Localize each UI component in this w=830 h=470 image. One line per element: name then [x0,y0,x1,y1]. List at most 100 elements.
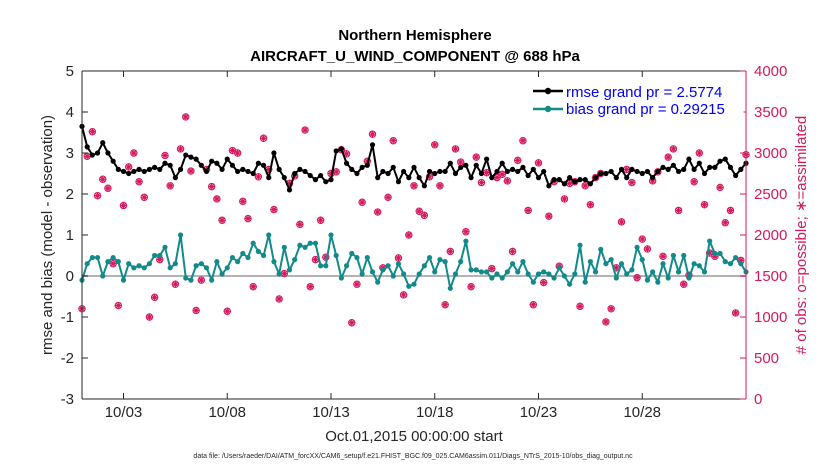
obs-assimilated-point [680,280,688,288]
obs-assimilated-point [384,193,392,201]
rmse-point [644,168,651,175]
obs-assimilated-point [249,283,257,291]
legend-rmse-label: rmse grand pr = 2.5774 [566,84,722,101]
bias-point [442,259,448,265]
obs-star-stroke [187,168,194,174]
obs-assimilated-point [436,182,444,190]
obs-assimilated-point [721,219,729,227]
rmse-point [572,179,578,185]
y-tick-label: 3 [66,145,74,162]
y-axis-title: rmse and bias (model - observation) [39,115,56,355]
obs-assimilated-point [716,183,724,192]
y-right-tick-label: 2500 [754,186,787,203]
bias-point [141,265,147,271]
obs-star-stroke [213,195,220,202]
obs-assimilated-point [301,126,309,134]
obs-star-stroke [634,274,641,281]
obs-star-stroke [442,301,449,308]
bias-point [131,265,137,271]
bias-point [468,267,474,273]
obs-assimilated-point [213,195,221,203]
obs-star-stroke [473,154,480,161]
rmse-point [131,168,137,175]
bias-point [333,252,339,259]
rmse-point [660,164,666,170]
rmse-point [224,156,230,162]
rmse-point [193,156,199,162]
obs-assimilated-point [208,183,216,191]
rmse-series-layer [79,123,749,193]
obs-assimilated-point [524,206,532,214]
obs-assimilated-point [197,276,205,284]
obs-star-stroke [234,150,241,156]
obs-star-stroke [468,283,475,290]
bias-point [655,279,661,285]
obs-star-stroke [587,201,594,208]
rmse-point [613,175,619,181]
obs-star-stroke [167,182,174,189]
bias-point [276,271,282,277]
obs-star-stroke [545,213,552,220]
bias-point [675,269,682,275]
obs-assimilated-point [228,146,237,155]
bias-point [639,257,645,263]
obs-star-stroke [390,137,397,144]
rmse-point [701,170,708,177]
y-tick-label: -3 [61,391,74,408]
rmse-point [136,166,142,172]
obs-assimilated-point [700,201,709,209]
rmse-point [120,168,127,175]
x-tick-label: 10/13 [312,404,350,421]
obs-assimilated-point [633,274,641,282]
obs-assimilated-point [446,247,454,255]
rmse-point [364,162,370,168]
rmse-point [177,166,184,172]
bias-point [681,252,687,259]
bias-point [587,259,593,265]
bias-point [177,232,184,238]
obs-star-stroke [359,199,366,206]
obs-star-stroke [561,195,568,202]
bias-point [572,271,578,277]
obs-assimilated-point [348,319,356,327]
obs-star-stroke [431,141,438,148]
obs-assimilated-point [483,169,491,177]
rmse-point [401,168,407,175]
bias-point [307,240,313,246]
bias-point [318,263,324,269]
rmse-point [328,177,334,183]
rmse-point [172,175,178,181]
obs-star-stroke [317,217,324,224]
obs-star-stroke [447,248,454,255]
obs-assimilated-point [690,178,698,186]
obs-star-stroke [369,131,376,138]
bias-point [297,242,303,248]
rmse-point [707,164,713,170]
obs-assimilated-point [477,178,486,187]
obs-star-stroke [509,248,516,255]
bias-point [727,261,734,267]
rmse-point [281,175,287,181]
obs-star-stroke [478,179,485,186]
obs-assimilated-point [125,163,133,171]
rmse-point [484,156,490,162]
rmse-point [100,140,106,146]
obs-assimilated-point [732,309,740,317]
obs-assimilated-point [353,280,361,288]
bias-point [535,271,542,277]
bias-point [629,267,635,273]
rmse-point [188,154,194,160]
obs-assimilated-point [311,256,320,264]
obs-star-stroke [608,305,615,312]
obs-assimilated-point [151,293,159,301]
bias-point [432,269,438,275]
obs-star-stroke [525,207,532,214]
rmse-point [629,166,635,172]
rmse-point [592,175,599,181]
obs-star-stroke [535,159,542,166]
obs-star-stroke [208,183,215,190]
rmse-point [89,152,95,158]
bias-point [556,265,562,271]
bias-point [634,244,640,250]
obs-star-stroke [696,150,703,156]
